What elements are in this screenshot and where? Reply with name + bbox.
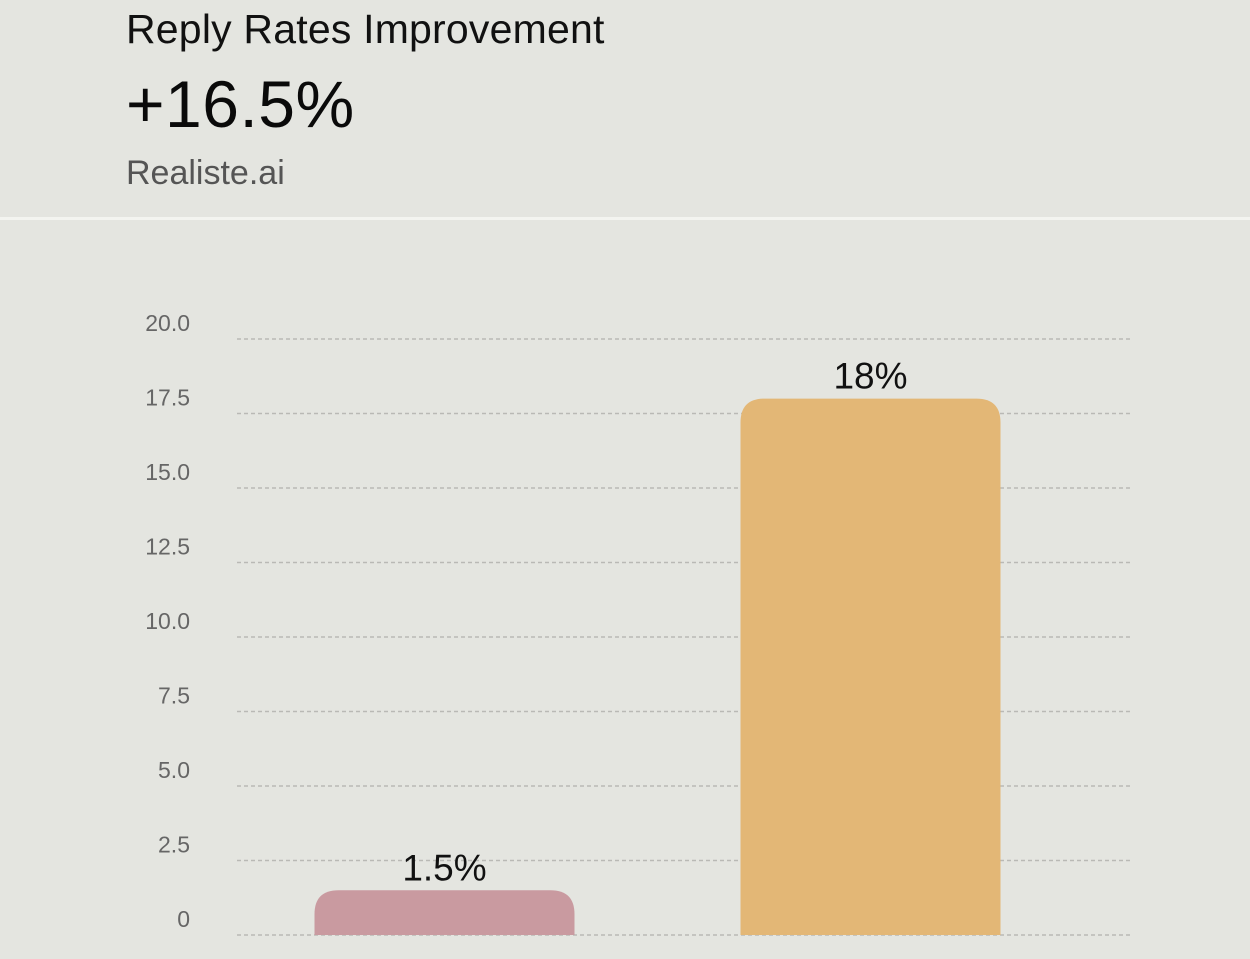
improvement-metric: +16.5% bbox=[126, 67, 355, 141]
data-labels: 1.5% 18% bbox=[402, 356, 907, 889]
y-tick-label: 2.5 bbox=[158, 832, 190, 858]
bars bbox=[314, 398, 1001, 936]
header-divider bbox=[0, 217, 1250, 220]
y-tick-label: 7.5 bbox=[158, 683, 190, 709]
chart-header: Reply Rates Improvement +16.5% Realiste.… bbox=[0, 0, 1250, 218]
bar-value-label: 1.5% bbox=[402, 847, 486, 888]
y-tick-label: 20.0 bbox=[145, 310, 190, 336]
y-tick-label: 0 bbox=[177, 906, 190, 932]
y-tick-label: 17.5 bbox=[145, 385, 190, 411]
chart-title: Reply Rates Improvement bbox=[126, 6, 605, 52]
source-label: Realiste.ai bbox=[126, 154, 285, 192]
y-tick-label: 5.0 bbox=[158, 757, 190, 783]
y-axis-ticks: 0 2.5 5.0 7.5 10.0 12.5 15.0 17.5 20.0 bbox=[145, 310, 190, 932]
y-tick-label: 10.0 bbox=[145, 608, 190, 634]
bar-2 bbox=[740, 398, 1001, 936]
bar-1 bbox=[314, 890, 575, 935]
y-tick-label: 12.5 bbox=[145, 534, 190, 560]
bar-value-label: 18% bbox=[833, 356, 907, 397]
y-tick-label: 15.0 bbox=[145, 459, 190, 485]
